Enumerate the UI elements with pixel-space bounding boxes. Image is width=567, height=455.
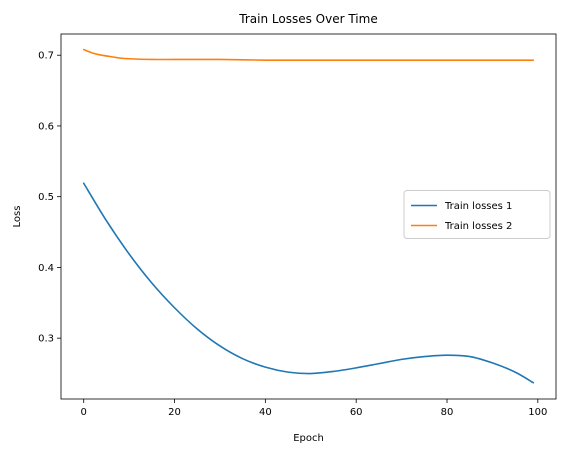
y-tick-label: 0.4 bbox=[38, 263, 54, 274]
y-tick-label: 0.5 bbox=[38, 192, 54, 203]
x-tick-label: 60 bbox=[350, 407, 363, 418]
y-tick-label: 0.3 bbox=[38, 334, 54, 345]
chart-title: Train Losses Over Time bbox=[238, 12, 377, 26]
x-tick-label: 40 bbox=[259, 407, 272, 418]
y-tick-label: 0.7 bbox=[38, 51, 54, 62]
legend: Train losses 1 Train losses 2 bbox=[403, 190, 551, 239]
x-tick-label: 0 bbox=[81, 407, 87, 418]
x-tick-label: 80 bbox=[441, 407, 454, 418]
x-axis-label: Epoch bbox=[293, 433, 324, 444]
series-line-2 bbox=[82, 48, 535, 62]
legend-label: Train losses 2 bbox=[444, 221, 512, 232]
x-tick-label: 20 bbox=[168, 407, 181, 418]
y-axis-label: Loss bbox=[12, 206, 23, 228]
x-tick-label: 100 bbox=[528, 407, 547, 418]
y-axis-ticks: 0.3 0.4 0.5 0.6 0.7 bbox=[38, 51, 61, 345]
x-axis-ticks: 0 20 40 60 80 100 bbox=[81, 399, 547, 418]
plot-frame bbox=[60, 33, 557, 400]
series-layer bbox=[82, 48, 535, 384]
legend-label: Train losses 1 bbox=[444, 201, 512, 212]
legend-box bbox=[403, 190, 551, 239]
series-line-1 bbox=[82, 182, 535, 384]
y-tick-label: 0.6 bbox=[38, 121, 54, 132]
